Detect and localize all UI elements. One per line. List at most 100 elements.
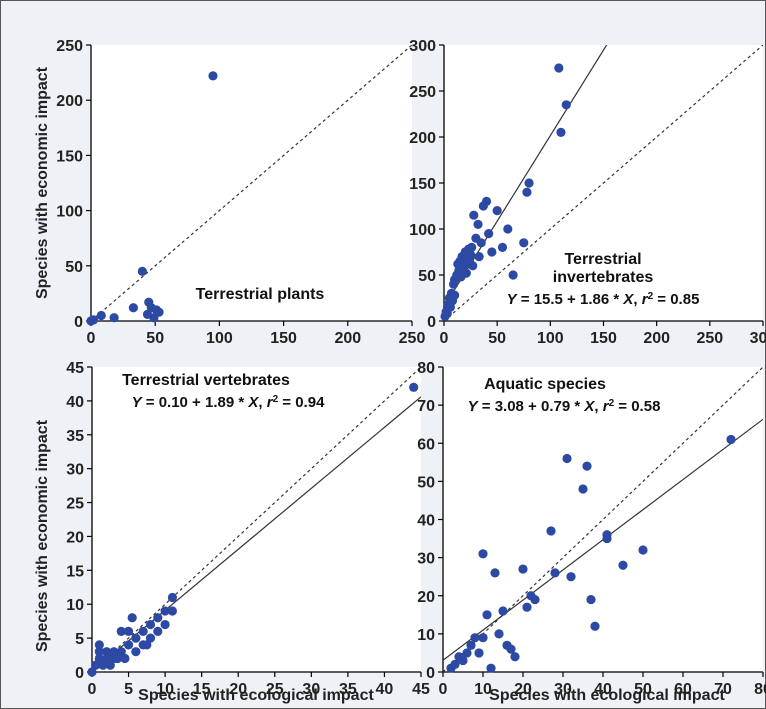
- data-point: [566, 572, 576, 582]
- x-tick-label: 50: [488, 330, 506, 347]
- x-tick-label: 10: [474, 681, 492, 698]
- y-tick-label: 0: [426, 665, 435, 682]
- y-tick-label: 150: [409, 176, 436, 193]
- data-point: [618, 560, 628, 570]
- data-point: [105, 660, 115, 670]
- y-tick-label: 200: [56, 93, 83, 110]
- x-tick-label: 50: [634, 681, 652, 698]
- y-axis-title-bottom: Species with economic impact: [34, 419, 51, 652]
- data-point: [167, 606, 178, 616]
- panel-label: Terrestrial plants: [196, 286, 325, 303]
- data-point: [167, 592, 178, 603]
- y-tick-label: 10: [66, 597, 84, 614]
- x-tick-label: 40: [376, 681, 394, 698]
- data-point: [120, 653, 130, 664]
- x-tick-label: 80: [754, 681, 766, 698]
- data-point: [96, 310, 106, 321]
- data-point: [88, 315, 99, 325]
- data-point: [109, 647, 119, 657]
- data-point: [473, 219, 483, 229]
- x-tick-label: 100: [206, 330, 233, 347]
- data-point: [98, 660, 108, 670]
- panel-4: 0 10 20 30 40 50 60 70 80 0 10 20 30 40 50 60 70 80 Aquati…: [417, 360, 766, 698]
- regression-equation: Y = 0.10 + 1.89 * X, r2 = 0.94: [132, 394, 325, 412]
- data-point: [138, 626, 148, 636]
- data-point: [208, 71, 218, 81]
- data-point: [554, 63, 564, 73]
- data-point: [131, 633, 141, 643]
- data-point: [726, 434, 736, 445]
- panel-1: 0 50 100 150 200 250 0 50 100 150 200 250 Terrestria…: [56, 38, 425, 347]
- data-point: [530, 594, 540, 605]
- x-tick-label: 40: [594, 681, 612, 698]
- data-point: [578, 484, 588, 494]
- data-point: [481, 196, 492, 206]
- data-point: [467, 242, 477, 252]
- data-point: [145, 619, 156, 630]
- data-point: [116, 647, 126, 657]
- y-tick-label: 20: [66, 529, 84, 546]
- data-point: [497, 242, 508, 252]
- data-point: [522, 602, 532, 612]
- x-tick-label: 0: [440, 330, 449, 347]
- data-point: [546, 526, 556, 536]
- data-point: [486, 663, 496, 673]
- y-tick-label: 30: [66, 462, 84, 479]
- identity-line: [91, 45, 412, 321]
- data-point: [638, 545, 648, 555]
- data-point: [503, 224, 513, 234]
- data-point: [522, 187, 532, 197]
- panel-label: Aquatic species: [484, 376, 606, 393]
- y-axis-title-top: Species with economic impact: [34, 66, 51, 299]
- data-point: [492, 206, 502, 216]
- data-point: [510, 652, 520, 662]
- x-tick-label: 250: [399, 330, 426, 347]
- panel-2: 0 50 100 150 200 250 300 0 50 100 150 200 250 300 Terr…: [409, 38, 766, 347]
- y-tick-label: 40: [66, 394, 84, 411]
- data-point: [465, 250, 476, 260]
- x-tick-label: 50: [146, 330, 164, 347]
- x-tick-label: 150: [590, 330, 617, 347]
- panel-label: Terrestrial: [564, 251, 641, 268]
- data-point: [470, 633, 480, 643]
- data-point: [469, 210, 479, 220]
- data-point: [131, 647, 141, 657]
- x-tick-label: 100: [537, 330, 564, 347]
- data-point: [586, 594, 596, 605]
- data-point: [478, 549, 488, 559]
- data-point: [498, 606, 508, 616]
- data-point: [490, 568, 500, 578]
- data-point: [458, 655, 468, 666]
- x-tick-label: 300: [750, 330, 766, 347]
- x-tick-label: 200: [643, 330, 670, 347]
- data-point: [128, 303, 138, 313]
- x-tick-label: 45: [412, 681, 430, 698]
- x-tick-label: 10: [156, 681, 174, 698]
- data-point: [562, 453, 572, 464]
- data-point: [160, 619, 170, 630]
- y-tick-label: 25: [66, 496, 84, 513]
- regression-line: [444, 45, 608, 308]
- data-point: [153, 626, 163, 636]
- y-tick-label: 0: [74, 314, 83, 331]
- data-point: [474, 648, 484, 658]
- data-point: [123, 640, 134, 650]
- x-tick-label: 35: [339, 681, 357, 698]
- data-point: [91, 660, 101, 670]
- data-point: [112, 653, 123, 664]
- data-point: [466, 640, 476, 650]
- regression-equation: Y = 15.5 + 1.86 * X, r2 = 0.85: [507, 291, 700, 309]
- data-point: [102, 653, 112, 664]
- data-point: [602, 530, 612, 540]
- x-tick-label: 5: [124, 681, 133, 698]
- x-tick-label: 0: [87, 330, 96, 347]
- y-tick-label: 300: [409, 38, 436, 55]
- y-tick-label: 250: [56, 38, 83, 55]
- y-tick-label: 100: [56, 204, 83, 221]
- data-point: [561, 100, 571, 110]
- y-tick-label: 60: [417, 436, 435, 453]
- data-point: [478, 633, 488, 643]
- y-tick-label: 100: [409, 222, 436, 239]
- data-point: [94, 647, 104, 657]
- data-point: [524, 178, 534, 188]
